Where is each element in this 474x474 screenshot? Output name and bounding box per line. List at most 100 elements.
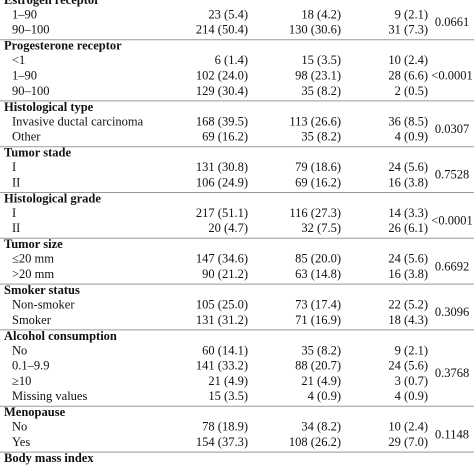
cell: 24 (5.6) [388,252,428,266]
row-label: Missing values [12,389,87,403]
cell: 78 (18.9) [202,420,248,434]
cell: 73 (17.4) [295,297,341,311]
cell: 2 (0.5) [395,84,428,98]
cell: 16 (3.8) [388,175,428,189]
cell: 85 (20.0) [295,252,341,266]
cell: 108 (26.2) [289,435,341,449]
cell: 9 (2.1) [395,343,428,357]
section-title: Histological type [4,100,94,114]
cell: 69 (16.2) [295,175,341,189]
cell: 60 (14.1) [202,343,248,357]
cell: 102 (24.0) [196,68,248,82]
row-label: ≥10 [12,374,31,388]
cell: 106 (24.9) [196,175,248,189]
cell: 35 (8.2) [301,130,341,144]
cell: 18 (4.2) [301,7,341,21]
cell: 217 (51.1) [196,206,248,220]
p-value: 0.7528 [435,168,469,182]
cell: 69 (16.2) [202,130,248,144]
cell: 131 (30.8) [196,160,248,174]
cell: 6 (1.4) [215,53,248,67]
row-label: II [12,175,20,189]
cell: 23 (5.4) [208,7,248,21]
p-value: 0.6692 [435,259,469,273]
p-value: 0.0307 [435,122,469,136]
row-label: >20 mm [12,267,54,281]
row-label: ≤20 mm [12,252,54,266]
cell: 3 (0.7) [395,374,428,388]
row-label: No [12,343,27,357]
cell: 24 (5.6) [388,160,428,174]
cell: 214 (50.4) [196,23,248,37]
section-title: Histological grade [4,191,101,205]
cell: 154 (37.3) [196,435,248,449]
section-title: Alcohol consumption [4,329,117,343]
p-value: <0.0001 [431,214,472,228]
cell: 18 (4.3) [388,313,428,327]
row-label: Other [12,130,41,144]
cell: 15 (3.5) [301,53,341,67]
cell: 36 (8.5) [388,114,428,128]
cell: 4 (0.9) [395,130,428,144]
cell: 28 (6.6) [388,68,428,82]
cell: 32 (7.5) [301,221,341,235]
cell: 168 (39.5) [196,114,248,128]
section-title: Smoker status [4,283,80,297]
section-title: Progesterone receptor [4,39,122,53]
cell: 79 (18.6) [295,160,341,174]
row-label: Invasive ductal carcinoma [12,114,144,128]
cell: 71 (16.9) [295,313,341,327]
cell: 21 (4.9) [301,374,341,388]
cell: 113 (26.6) [289,114,341,128]
cell: 16 (3.8) [388,267,428,281]
cell: 34 (8.2) [301,420,341,434]
section-title: Tumor stade [4,146,71,160]
cell: 22 (5.2) [388,297,428,311]
row-label: I [12,206,16,220]
cell: 130 (30.6) [289,23,341,37]
row-label: 1–90 [12,68,37,82]
cell: 90 (21.2) [202,267,248,281]
p-value: 0.3096 [435,305,469,319]
cell: 88 (20.7) [295,359,341,373]
cell: 31 (7.3) [388,23,428,37]
cell: 35 (8.2) [301,84,341,98]
cell: 24 (5.6) [388,359,428,373]
p-value: <0.0001 [431,68,472,82]
cell: 116 (27.3) [289,206,341,220]
cell: 4 (0.9) [308,389,341,403]
cell: 10 (2.4) [388,53,428,67]
cell: 15 (3.5) [208,389,248,403]
cell: 4 (0.9) [395,389,428,403]
cell: 9 (2.1) [395,7,428,21]
section-title: Menopause [4,405,66,419]
cell: 21 (4.9) [208,374,248,388]
row-label: Non-smoker [12,297,75,311]
cell: 14 (3.3) [388,206,428,220]
cell: 147 (34.6) [196,252,248,266]
cell: 63 (14.8) [295,267,341,281]
section-title: Body mass index [4,451,94,465]
section-title: Estrogen receptor [4,0,100,7]
cell: 129 (30.4) [196,84,248,98]
p-value: 0.3768 [435,366,469,380]
row-label: <1 [12,53,25,67]
cell: 29 (7.0) [388,435,428,449]
cell: 35 (8.2) [301,343,341,357]
cell: 26 (6.1) [388,221,428,235]
cell: 98 (23.1) [295,68,341,82]
row-label: II [12,221,20,235]
p-value: 0.1148 [435,427,469,441]
row-label: No [12,420,27,434]
cell: 141 (33.2) [196,359,248,373]
cell: 131 (31.2) [196,313,248,327]
p-value: 0.0661 [435,15,469,29]
row-label: Yes [12,435,30,449]
section-title: Tumor size [4,237,63,251]
cell: 10 (2.4) [388,420,428,434]
row-label: I [12,160,16,174]
row-label: Smoker [12,313,52,327]
cell: 20 (4.7) [208,221,248,235]
row-label: 0.1–9.9 [12,359,50,373]
